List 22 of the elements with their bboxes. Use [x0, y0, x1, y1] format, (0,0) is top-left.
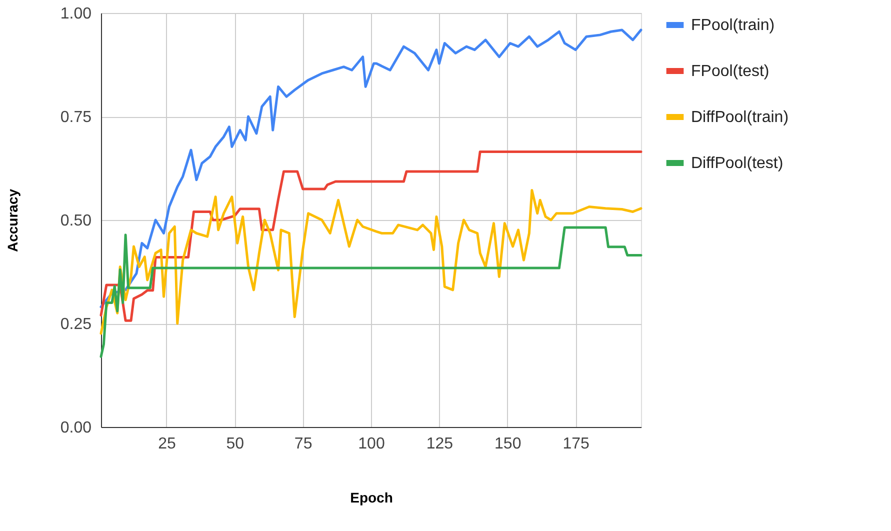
legend-label: FPool(train) [691, 17, 775, 34]
x-tick-label: 75 [294, 436, 312, 452]
x-axis-title: Epoch [350, 490, 393, 506]
y-tick-label: 0.75 [60, 109, 92, 126]
line-series [100, 28, 642, 308]
legend-label: DiffPool(train) [691, 109, 789, 126]
y-axis-title: Accuracy [4, 188, 20, 252]
x-tick-label: 50 [226, 436, 244, 452]
line-series [100, 188, 642, 335]
x-tick-label: 175 [562, 436, 590, 452]
y-tick-label: 0.00 [60, 420, 92, 436]
line-series [100, 150, 642, 322]
legend-label: DiffPool(test) [691, 155, 784, 172]
y-tick-label: 0.50 [60, 212, 92, 230]
line-series [100, 226, 642, 358]
x-tick-label: 125 [426, 436, 454, 452]
x-tick-label: 100 [358, 436, 385, 452]
legend-label: FPool(test) [691, 63, 770, 80]
x-tick-label: 25 [158, 436, 176, 452]
x-tick-label: 150 [494, 436, 522, 452]
y-tick-label: 0.25 [60, 316, 92, 333]
y-tick-label: 1.00 [60, 6, 92, 22]
